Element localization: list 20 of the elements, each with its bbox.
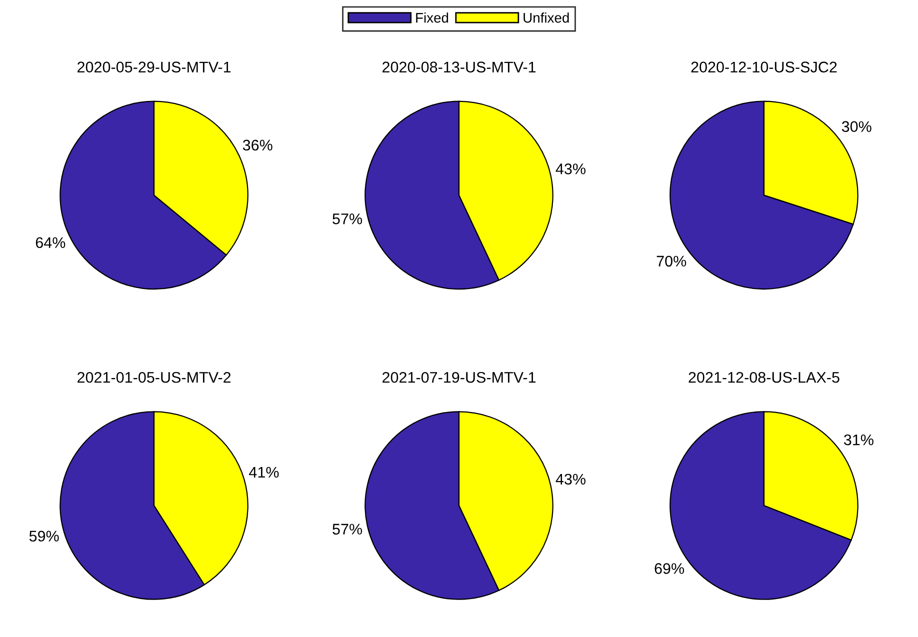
data-label: 64% [36, 237, 66, 248]
legend-label: Unfixed [524, 12, 569, 23]
chart-title: 2020-08-13-US-MTV-1 [382, 62, 536, 72]
chart-title: 2020-12-10-US-SJC2 [691, 62, 837, 72]
data-label: 57% [332, 214, 362, 224]
data-label: 43% [556, 164, 586, 174]
data-label: 57% [332, 524, 362, 535]
data-label: 36% [242, 140, 272, 151]
data-label: 59% [29, 530, 59, 542]
data-label: 69% [654, 563, 684, 574]
chart-title: 2021-01-05-US-MTV-2 [78, 372, 231, 383]
chart-title: 2021-07-19-US-MTV-1 [382, 372, 536, 383]
data-label: 41% [249, 466, 279, 478]
data-label: 30% [842, 121, 872, 132]
data-label: 31% [844, 434, 874, 446]
text: 2020-05-29-US-MTV-1 [78, 62, 231, 72]
data-label: 70% [656, 256, 686, 267]
data-label: 43% [556, 474, 586, 485]
legend-label: Fixed [416, 12, 448, 23]
chart-title: 2021-12-08-US-LAX-5 [688, 372, 840, 383]
